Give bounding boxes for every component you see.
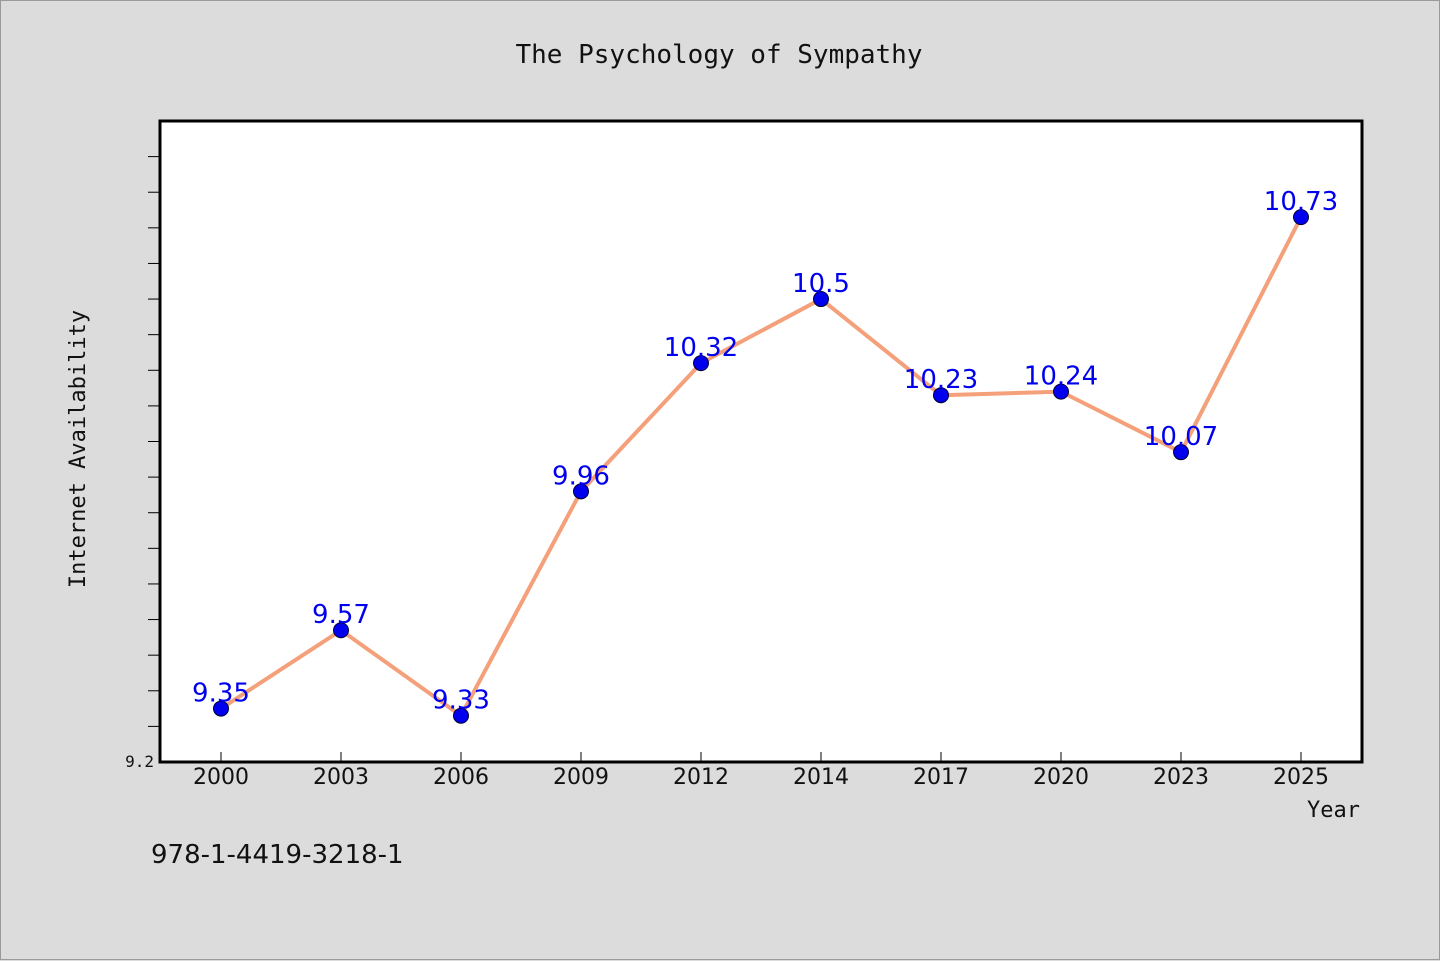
data-point <box>213 700 229 717</box>
x-tick-label: 2000 <box>193 765 249 790</box>
y-axis-tick-labels: 9.2 <box>125 752 154 771</box>
data-label: 9.33 <box>432 686 490 716</box>
data-point <box>1293 209 1309 226</box>
data-label: 10.07 <box>1144 422 1218 452</box>
data-point <box>933 387 949 404</box>
x-tick-label: 2012 <box>673 765 729 790</box>
series-line <box>219 216 1303 718</box>
data-label: 9.96 <box>552 461 610 491</box>
data-label: 10.73 <box>1264 187 1338 217</box>
y-axis-ticks <box>148 156 160 727</box>
x-tick-label: 2025 <box>1273 765 1329 790</box>
x-tick-label: 2014 <box>793 765 849 790</box>
data-label: 10.32 <box>664 333 738 363</box>
x-tick-label: 2009 <box>553 765 609 790</box>
data-point <box>1053 383 1069 400</box>
isbn-text: 978-1-4419-3218-1 <box>151 840 404 870</box>
data-point <box>693 355 709 372</box>
data-point <box>453 707 469 724</box>
data-label: 10.24 <box>1024 362 1098 392</box>
chart-title: The Psychology of Sympathy <box>516 40 923 70</box>
data-label: 10.23 <box>904 365 978 395</box>
x-tick-label: 2006 <box>433 765 489 790</box>
series-points <box>213 209 1309 724</box>
data-label: 9.57 <box>312 600 370 630</box>
data-label: 10.5 <box>792 269 850 299</box>
y-axis-title: Internet Availability <box>66 310 91 588</box>
data-point <box>333 622 349 639</box>
data-point <box>1173 444 1189 461</box>
x-axis-title: Year <box>1307 798 1360 823</box>
x-axis-tick-labels: 2000 2003 2006 2009 2012 2014 2017 2020 2023 2025 <box>193 752 1329 790</box>
data-point <box>573 483 589 500</box>
data-point <box>813 291 829 308</box>
x-tick-label: 2003 <box>313 765 369 790</box>
y-tick-label: 9.2 <box>125 752 154 771</box>
x-tick-label: 2017 <box>913 765 969 790</box>
x-tick-label: 2023 <box>1153 765 1209 790</box>
data-labels: 9.35 9.57 9.33 9.96 10.32 10.5 10.23 10.24 10.07… <box>192 187 1338 716</box>
series-lines <box>219 216 1303 718</box>
x-tick-label: 2020 <box>1033 765 1089 790</box>
data-label: 9.35 <box>192 679 250 709</box>
